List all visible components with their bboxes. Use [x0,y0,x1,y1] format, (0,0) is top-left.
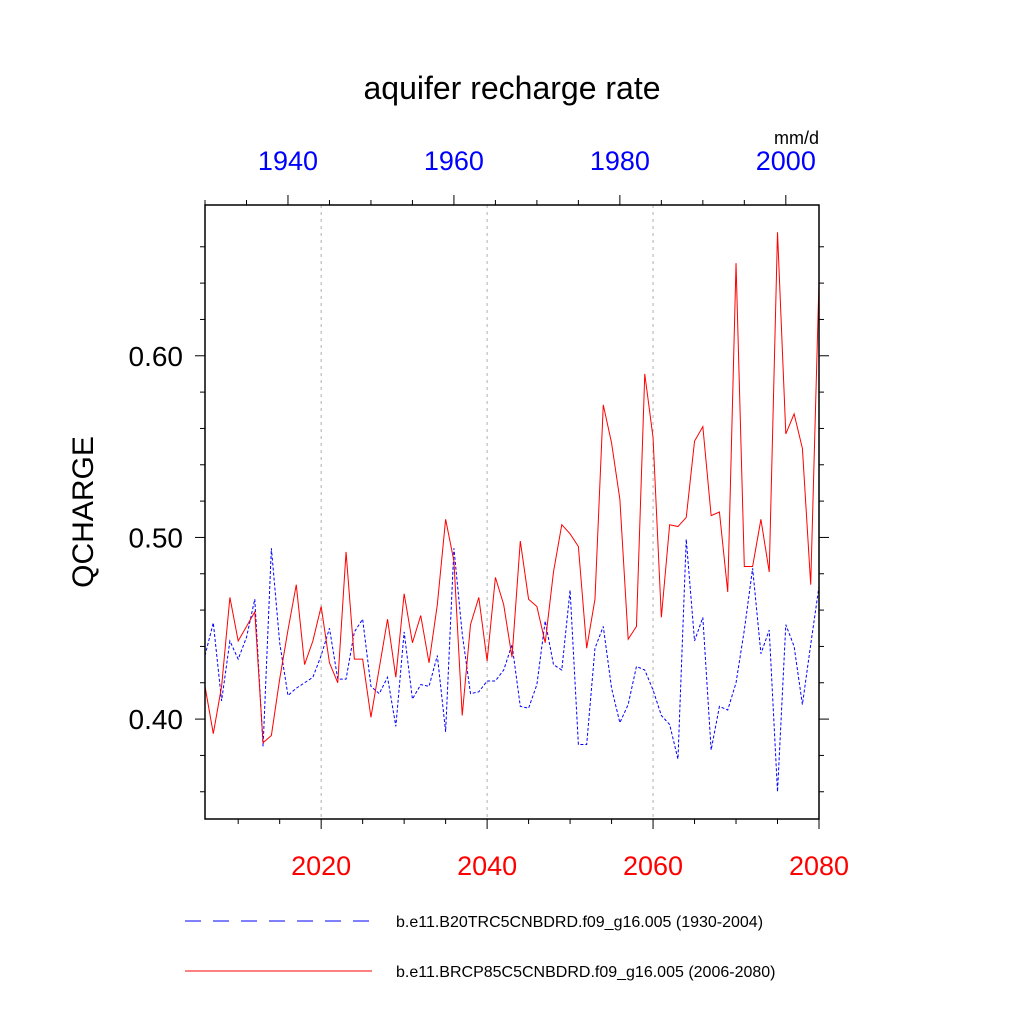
x-top-tick-label: 1940 [258,146,318,176]
y-tick-label: 0.40 [129,704,184,735]
series-line-future [204,232,820,744]
grid-lines [320,205,654,819]
units-label: mm/d [774,128,819,148]
x-top-tick-label: 1960 [424,146,484,176]
x-bottom-tick-label: 2040 [457,851,517,881]
tick-labels: 0.40 0.50 0.60 1940 1960 1980 2000 2020 2040 2060… [129,146,850,881]
series-line-historical [204,539,820,792]
legend-label-historical: b.e11.B20TRC5CNBDRD.f09_g16.005 (1930-20… [396,914,763,931]
x-bottom-tick-label: 2080 [789,851,849,881]
x-top-tick-label: 2000 [756,146,816,176]
y-tick-label: 0.60 [129,341,184,372]
legend-label-future: b.e11.BRCP85C5CNBDRD.f09_g16.005 (2006-2… [396,964,775,981]
plot-border [204,204,820,820]
chart-title: aquifer recharge rate [363,70,660,106]
legend: b.e11.B20TRC5CNBDRD.f09_g16.005 (1930-20… [185,914,775,981]
x-bottom-tick-label: 2060 [623,851,683,881]
y-tick-label: 0.50 [129,522,184,553]
series-group [204,232,820,792]
plot-frame [204,204,820,820]
x-top-tick-label: 1980 [590,146,650,176]
axis-ticks [195,195,829,829]
y-axis-label: QCHARGE [67,436,100,588]
x-bottom-tick-label: 2020 [291,851,351,881]
